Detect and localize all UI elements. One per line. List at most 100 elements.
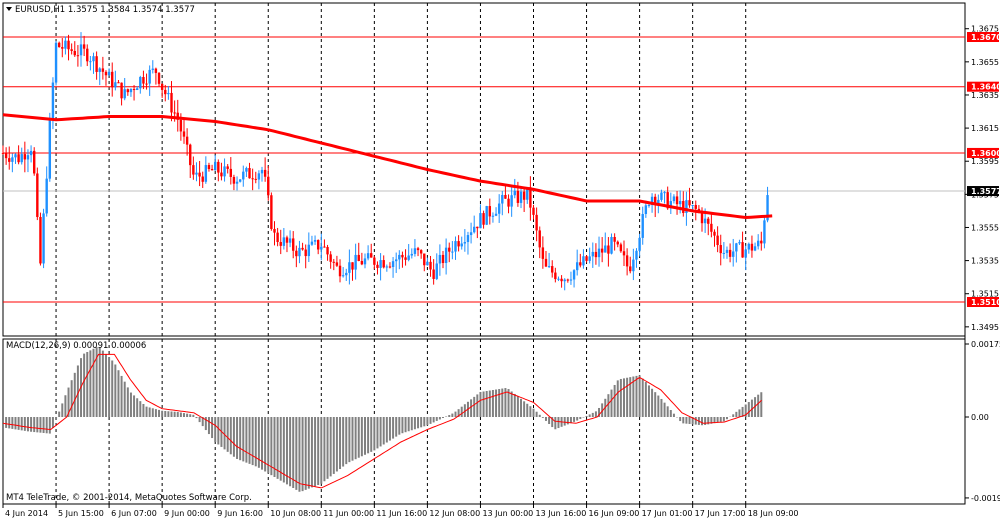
candle-body: [313, 240, 317, 242]
candle-body: [185, 136, 189, 145]
candle-body: [557, 278, 560, 280]
candle-body: [263, 169, 267, 177]
candle-body: [732, 251, 735, 257]
candle-body: [151, 68, 154, 70]
candle-body: [354, 254, 357, 270]
macd-signal-line: [2, 353, 762, 489]
candle-body: [544, 258, 548, 267]
candle-body: [129, 88, 133, 93]
level-tag-label: 1.3640: [971, 83, 1000, 92]
candle-body: [594, 251, 598, 258]
price-label: 1.3595: [971, 157, 999, 166]
candle-body: [476, 226, 479, 229]
candle-body: [619, 244, 623, 252]
candle-body: [20, 154, 23, 163]
time-label: 5 Jun 15:00: [58, 509, 104, 518]
candle-body: [519, 191, 523, 203]
horizontal-levels[interactable]: [3, 36, 965, 303]
candle-body: [160, 83, 164, 90]
candle-body: [173, 112, 176, 114]
candle-body: [494, 213, 498, 216]
candle-body: [382, 260, 385, 268]
candle-body: [629, 266, 632, 272]
candle-body: [410, 253, 413, 256]
candles: [1, 32, 769, 291]
candle-body: [728, 249, 732, 257]
candle-body: [29, 150, 33, 156]
level-tag-label: 1.3600: [971, 149, 1000, 158]
level-tag-bg: [967, 297, 999, 307]
candle-body: [370, 253, 373, 258]
candle-body: [276, 232, 279, 242]
candle-body: [678, 200, 682, 205]
candle-body: [214, 161, 217, 171]
candle-body: [176, 112, 179, 120]
candle-body: [304, 249, 307, 257]
candle-body: [179, 119, 183, 132]
candle-body: [345, 272, 348, 276]
candle-body: [666, 192, 669, 209]
macd-axis-label: 0.00: [971, 413, 989, 422]
candle-body: [33, 150, 36, 174]
candle-body: [39, 216, 42, 264]
candle-body: [229, 168, 233, 177]
candle-body: [273, 228, 276, 233]
candle-body: [111, 71, 114, 88]
candle-body: [756, 240, 760, 247]
candle-body: [435, 263, 438, 279]
candle-body: [413, 248, 417, 254]
candle-body: [391, 261, 395, 268]
candle-body: [232, 176, 236, 184]
candle-body: [285, 237, 289, 243]
candle-body: [744, 249, 747, 258]
candle-body: [401, 254, 404, 258]
candle-body: [142, 77, 145, 84]
candle-body: [235, 181, 239, 184]
price-axis: 1.36751.36551.36351.36151.35951.35751.35…: [965, 25, 999, 332]
candle-body: [563, 279, 566, 282]
candle-body: [104, 71, 108, 76]
candle-body: [675, 196, 679, 205]
candle-body: [426, 261, 429, 266]
candle-body: [366, 253, 370, 259]
price-label: 1.3615: [971, 124, 999, 133]
candle-body: [538, 230, 541, 248]
candle-body: [760, 240, 763, 244]
time-label: 9 Jun 00:00: [164, 509, 210, 518]
time-label: 4 Jun 2014: [5, 509, 48, 518]
candle-body: [707, 218, 710, 224]
candle-body: [157, 72, 161, 84]
candle-body: [238, 179, 242, 182]
price-label: 1.3535: [971, 257, 999, 266]
candle-body: [316, 240, 320, 250]
candle-body: [357, 254, 360, 261]
candle-body: [766, 195, 769, 221]
candle-body: [245, 168, 248, 172]
macd-axis-label: 0.00175: [971, 340, 1000, 349]
candle-body: [1, 152, 5, 154]
price-label: 1.3655: [971, 58, 999, 67]
candle-body: [373, 257, 376, 265]
triangle-down-icon[interactable]: [6, 7, 12, 11]
candle-body: [67, 40, 70, 50]
candle-body: [295, 250, 298, 257]
candle-body: [719, 245, 722, 254]
moving-average-line[interactable]: [2, 113, 773, 220]
candle-body: [114, 82, 117, 88]
candle-body: [251, 178, 254, 180]
candle-body: [164, 89, 167, 95]
candle-body: [713, 231, 716, 236]
candle-body: [504, 194, 507, 199]
candle-body: [491, 215, 495, 217]
level-tags: 1.3670 1.3640 1.3600 1.3510: [967, 32, 1000, 307]
candle-body: [301, 247, 304, 250]
candle-body: [61, 47, 64, 49]
candle-body: [454, 241, 457, 252]
candle-body: [45, 178, 48, 214]
candle-body: [460, 243, 463, 247]
candle-body: [64, 40, 67, 49]
candle-body: [332, 261, 335, 263]
candle-body: [279, 241, 282, 246]
price-label: 1.3495: [971, 323, 999, 332]
